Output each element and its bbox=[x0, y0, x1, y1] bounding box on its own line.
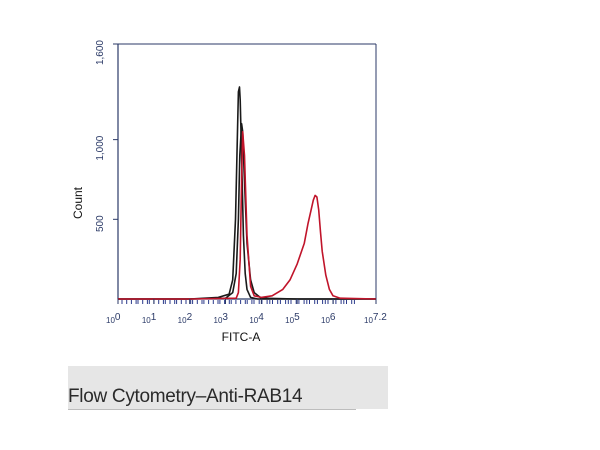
caption-divider bbox=[68, 409, 356, 410]
x-axis-ticks: 100 101 102 103 104 105 106 107.2 bbox=[106, 299, 387, 325]
y-axis-ticks: 500 1,000 1,600 bbox=[95, 40, 118, 232]
caption-bar bbox=[68, 366, 388, 409]
y-axis-label: Count bbox=[71, 186, 85, 219]
histogram-plot: 500 1,000 1,600 100 101 102 103 104 105 106 107.2… bbox=[71, 40, 387, 344]
x-tick-label: 102 bbox=[178, 312, 193, 325]
figure-caption: Flow Cytometry–Anti-RAB14 bbox=[68, 386, 303, 407]
histogram-curve-1 bbox=[118, 86, 376, 300]
histogram-curve-3 bbox=[118, 130, 377, 300]
x-tick-label: 106 bbox=[321, 312, 336, 325]
y-tick-label: 1,600 bbox=[95, 40, 106, 65]
x-tick-label: 101 bbox=[142, 312, 157, 325]
x-tick-label: 100 bbox=[106, 312, 121, 325]
histogram-curve-2 bbox=[118, 122, 376, 300]
x-tick-label: 103 bbox=[214, 312, 229, 325]
x-tick-label: 105 bbox=[285, 312, 300, 325]
x-tick-label: 104 bbox=[249, 312, 264, 325]
y-tick-label: 1,000 bbox=[95, 135, 106, 160]
histogram-series-group bbox=[118, 86, 377, 300]
x-tick-label: 107.2 bbox=[364, 312, 387, 325]
event-rug bbox=[121, 300, 355, 304]
plot-frame bbox=[117, 43, 377, 300]
x-axis-label: FITC-A bbox=[222, 330, 261, 344]
flow-cytometry-figure: 500 1,000 1,600 100 101 102 103 104 105 106 107.2… bbox=[71, 40, 387, 344]
y-tick-label: 500 bbox=[95, 215, 106, 232]
